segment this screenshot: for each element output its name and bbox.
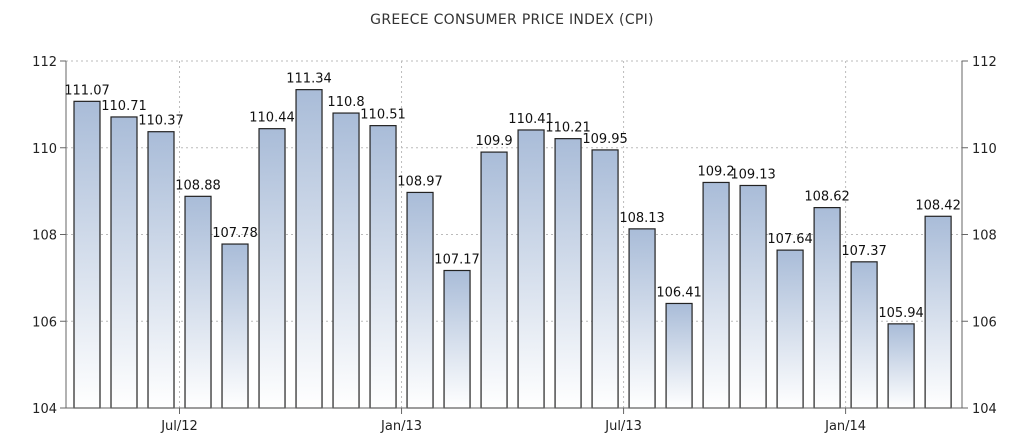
bar [591,149,619,409]
data-label: 106.41 [656,285,702,300]
bar [739,184,767,409]
data-label: 110.44 [249,111,295,126]
data-label: 111.34 [286,72,332,87]
data-label: 109.13 [730,167,776,182]
grid [66,60,962,408]
bar [184,195,212,409]
data-label: 110.51 [360,108,406,123]
y-tick-label-right: 108 [972,229,997,244]
data-label: 111.07 [64,83,110,98]
axes: 104 104 106 106 108 108 110 110 112 112 Jul/12 Jan/… [32,55,997,434]
x-tick-label: Jan/14 [824,419,866,434]
data-label: 110.71 [101,99,147,114]
y-tick-label-left: 110 [32,142,57,157]
bar [850,261,878,409]
bar [517,129,545,409]
y-tick-label-left: 106 [32,315,57,330]
data-label: 110.21 [545,121,591,136]
bar [628,228,656,409]
data-label: 107.64 [767,232,813,247]
bar [813,207,841,409]
data-label: 107.17 [434,253,480,268]
data-label: 107.78 [212,226,258,241]
x-tick-label: Jul/12 [160,419,198,434]
data-label: 108.97 [397,174,443,189]
bar [110,116,138,409]
data-label: 107.37 [841,244,887,259]
bar [295,89,323,409]
y-tick-label-right: 112 [972,55,997,70]
y-tick-label-left: 112 [32,55,57,70]
bar [221,243,249,409]
data-label: 108.42 [915,198,961,213]
bar [554,138,582,409]
bar [887,323,915,409]
bar [73,100,101,409]
data-label: 110.37 [138,114,184,129]
bar [924,215,952,409]
bar [258,128,286,409]
y-tick-label-right: 110 [972,142,997,157]
x-tick-label: Jul/13 [604,419,642,434]
y-tick-label-right: 104 [972,402,997,417]
bar [665,302,693,409]
bar [776,249,804,409]
data-label: 109.9 [475,134,512,149]
y-tick-label-left: 104 [32,402,57,417]
bar [369,125,397,409]
x-tick-label: Jan/13 [380,419,422,434]
data-label: 105.94 [878,306,924,321]
bars [73,89,952,409]
bar [147,131,175,409]
data-label: 108.13 [619,211,665,226]
y-tick-label-left: 108 [32,229,57,244]
bar [702,181,730,409]
y-tick-label-right: 106 [972,315,997,330]
bar [406,191,434,409]
data-label: 109.95 [582,132,628,147]
bar [480,151,508,409]
data-label: 110.8 [327,95,364,110]
data-label: 110.41 [508,112,554,127]
data-label: 108.62 [804,190,850,205]
chart-title: GREECE CONSUMER PRICE INDEX (CPI) [370,12,654,28]
bar [443,269,471,409]
bar [332,112,360,409]
data-label: 109.2 [697,164,734,179]
data-label: 108.88 [175,178,221,193]
